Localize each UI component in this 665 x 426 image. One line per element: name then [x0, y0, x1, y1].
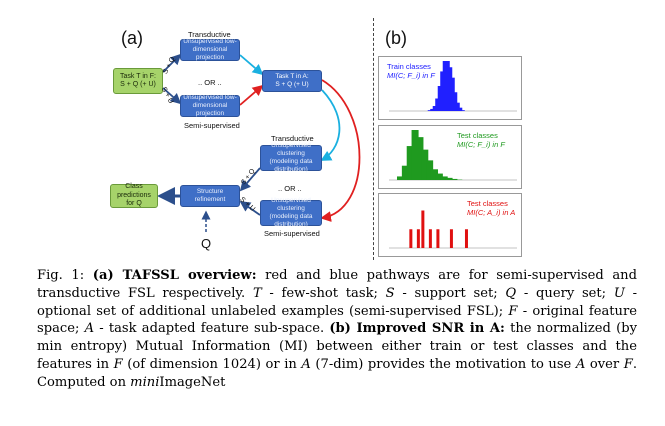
hist-2-bar	[436, 229, 440, 248]
figure-caption: Fig. 1: (a) TAFSSL overview: red and blu…	[37, 267, 637, 392]
histogram-test-f-title-1: Test classes	[457, 131, 498, 140]
caption-sym-a-2: A	[301, 356, 311, 372]
hist-1-bar	[397, 176, 405, 180]
histogram-test-a: Test classes MI(C; A_i) in A	[378, 193, 522, 257]
arrow-task-to-bottom	[162, 87, 182, 105]
panel-a-label: (a)	[121, 28, 143, 48]
caption-mini: mini	[130, 374, 160, 390]
arrow-bottom-to-taska	[239, 84, 264, 106]
caption-b-head: (b) Improved SNR in A:	[329, 321, 505, 337]
arrow-task-to-top	[162, 53, 182, 73]
caption-a-text: red and blue pathways are for semi-super…	[37, 268, 637, 301]
histogram-train-f-plot	[389, 61, 517, 112]
caption-sym-f: F	[508, 303, 518, 319]
arrow-top-to-taska	[239, 54, 264, 76]
hist-1-bar	[450, 178, 458, 180]
histogram-train-f: Train classes MI(C; F_i) in F	[378, 56, 522, 120]
hist-1-bar	[430, 169, 439, 180]
caption-sym-a: A	[84, 321, 95, 337]
task-in-a-box: Task T in A: S + Q (+ U)	[262, 70, 322, 92]
histogram-test-a-title-2: MI(C; A_i) in A	[467, 207, 516, 217]
histogram-test-f-title: Test classes MI(C; F_i) in F	[457, 131, 505, 149]
panel-divider	[373, 18, 374, 260]
hist-1-bar	[445, 177, 453, 180]
caption-text-4: - optional set of additional unlabeled e…	[37, 285, 638, 319]
caption-sym-s: S	[385, 285, 395, 301]
caption-text-1: - few-shot task;	[261, 285, 386, 301]
top-projection-box: Unsupervised low-dimensional projection	[180, 38, 240, 61]
hist-0-bar	[450, 92, 458, 111]
arrow-taska-to-topcluster	[320, 89, 341, 161]
caption-sym-a-3: A	[575, 356, 586, 372]
histogram-test-f: Test classes MI(C; F_i) in F	[378, 125, 522, 189]
histogram-test-a-title: Test classes MI(C; A_i) in A	[467, 199, 516, 217]
hist-1-bar	[421, 149, 429, 180]
hist-2-bar	[409, 229, 413, 248]
histogram-test-a-plot	[389, 210, 517, 249]
hist-2-bar	[449, 229, 453, 248]
hist-1-bar	[411, 130, 419, 180]
refinement-box: Structure refinement	[180, 185, 240, 207]
class-predictions-box: Class predictions for Q	[110, 183, 158, 208]
caption-sym-f-2: F	[113, 356, 123, 372]
right-top-group-label: Transductive	[271, 134, 314, 143]
hist-2-bar	[428, 229, 432, 248]
hist-1-bar	[406, 146, 414, 180]
caption-lead: Fig. 1:	[37, 268, 93, 283]
caption-text-5: - original feature space;	[37, 303, 638, 337]
hist-0-bar	[455, 107, 463, 111]
hist-2-bar	[421, 210, 425, 248]
hist-0-bar	[452, 102, 460, 111]
caption-sym-f-3: F	[623, 356, 633, 372]
histogram-train-f-title-1: Train classes	[387, 62, 431, 71]
caption-text-2: - support set;	[394, 285, 506, 301]
caption-b-text-1: the normalized (by min entropy) Mutual I…	[37, 321, 637, 372]
figure-1: (a) (b) Task T in F: S + Q (+ U) Transdu…	[110, 18, 522, 260]
q-label: Q	[201, 236, 212, 251]
caption-b-text-2: (of dimension 1024) or in	[122, 356, 302, 372]
hist-1-bar	[401, 165, 409, 180]
histogram-train-f-title: Train classes MI(C; F_i) in F	[387, 62, 435, 80]
arrow-taska-to-bottomcluster	[320, 79, 361, 222]
histogram-train-f-title-2: MI(C; F_i) in F	[387, 70, 435, 80]
hist-2-bar	[464, 229, 468, 248]
caption-b-text-3: (7-dim) provides the motivation to use	[310, 356, 576, 372]
caption-text-6: - task adapted feature sub-space.	[94, 321, 330, 337]
caption-a-head: (a) TAFSSL overview:	[92, 268, 257, 283]
right-bottom-group-label: Semi-supervised	[264, 229, 320, 238]
hist-1-bar	[440, 176, 448, 180]
arrow-bottomcluster-to-refine	[239, 200, 261, 216]
caption-b-text-5: . Computed on	[37, 356, 637, 390]
pipeline-arrows	[157, 53, 361, 232]
hist-0-bar	[457, 110, 465, 111]
hist-2-bar	[416, 229, 420, 248]
task-in-f-box: Task T in F: S + Q (+ U)	[113, 68, 163, 94]
bottom-clustering-box: Unsupervised clustering (modeling data d…	[260, 197, 322, 228]
hist-1-bar	[435, 173, 443, 180]
caption-sym-u: U	[613, 285, 625, 301]
caption-b-text-6: ImageNet	[159, 374, 226, 390]
histogram-test-f-title-2: MI(C; F_i) in F	[457, 139, 505, 149]
top-clustering-box: Unsupervised clustering (modeling data d…	[260, 142, 322, 173]
caption-sym-t: T	[252, 285, 262, 301]
caption-sym-q: Q	[505, 285, 517, 301]
bottom-projection-box: Unsupervised low-dimensional projection	[180, 94, 240, 117]
hist-1-bar	[416, 137, 424, 180]
histogram-test-a-title-1: Test classes	[467, 199, 508, 208]
caption-b-text-4: over	[585, 356, 624, 372]
top-group-label: Transductive	[188, 30, 231, 39]
caption-text-3: - query set;	[516, 285, 614, 301]
arrow-topcluster-to-refine	[239, 167, 261, 192]
bottom-group-label: Semi-supervised	[184, 121, 240, 130]
or-label-right: .. OR ..	[278, 184, 302, 193]
histogram-test-f-plot	[389, 130, 517, 181]
hist-1-bar	[426, 160, 434, 180]
or-label-left: .. OR ..	[198, 78, 222, 87]
panel-b-label: (b)	[385, 28, 407, 48]
